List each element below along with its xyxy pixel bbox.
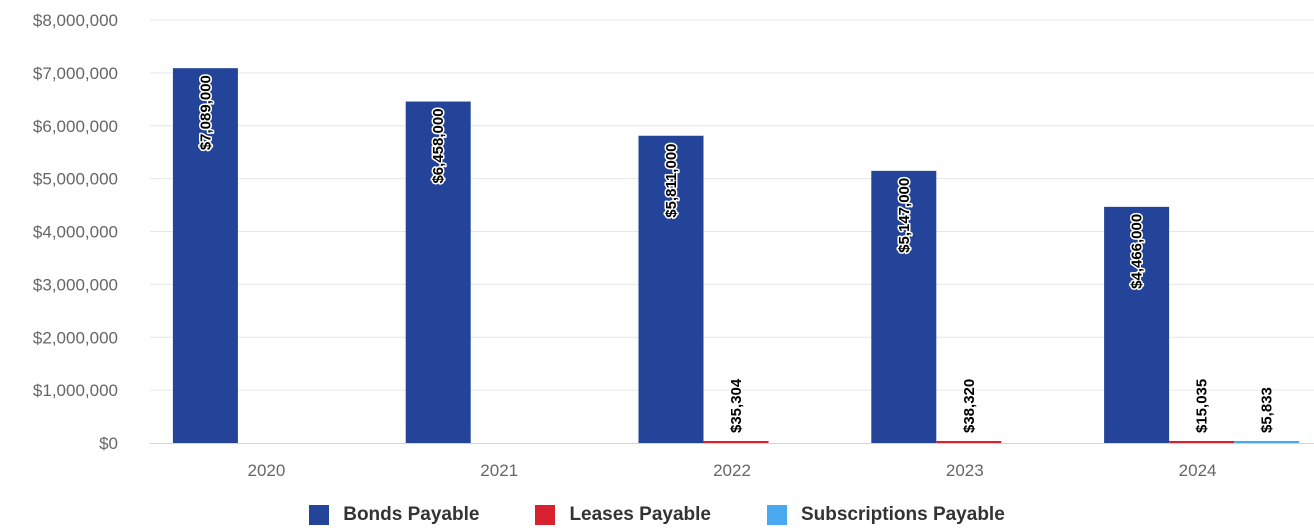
data-label: $35,304$35,304 [727,377,747,435]
x-tick-label: 2022 [713,461,751,480]
data-label-halo: $38,320 [961,379,978,433]
x-tick-label: 2020 [247,461,285,480]
data-label-text: $7,089,000 [197,75,214,150]
legend: Bonds Payable Leases Payable Subscriptio… [0,504,1314,526]
y-tick-label: $7,000,000 [33,64,118,83]
bar-bonds-payable[interactable] [871,170,937,444]
y-tick-label: $8,000,000 [33,11,118,30]
data-label-halo: $4,466,000 [1129,214,1146,289]
data-label-halo: $6,458,000 [430,108,447,183]
legend-item-bonds-payable[interactable]: Bonds Payable [309,504,479,526]
data-labels: $7,089,000$7,089,000 $6,458,000$6,458,000… [196,74,1277,435]
data-label-halo: $15,035 [1194,379,1211,433]
data-label-text: $4,466,000 [1129,214,1146,289]
data-label: $38,320$38,320 [959,377,979,434]
bar-leases-payable[interactable] [1169,441,1235,443]
y-tick-label: $0 [99,434,118,453]
data-label: $6,458,000$6,458,000 [429,107,449,185]
y-tick-label: $3,000,000 [33,275,118,294]
data-label: $5,833$5,833 [1257,386,1277,435]
y-tick-label: $4,000,000 [33,223,118,242]
bar-leases-payable[interactable] [703,441,769,443]
y-tick-label: $5,000,000 [33,170,118,189]
data-label-text: $5,833 [1259,387,1276,433]
legend-item-leases-payable[interactable]: Leases Payable [535,504,711,526]
bar-bonds-payable[interactable] [172,68,238,443]
x-tick-label: 2023 [946,461,984,480]
data-label-text: $5,811,000 [663,143,680,217]
data-label-halo: $5,833 [1259,387,1276,433]
y-tick-label: $1,000,000 [33,381,118,400]
legend-swatch-subscriptions-payable [766,505,787,525]
data-label-text: $15,035 [1194,379,1211,433]
legend-label: Subscriptions Payable [800,504,1005,525]
data-label-text: $5,147,000 [896,178,913,253]
y-tick-label: $2,000,000 [33,328,118,347]
data-label-halo: $5,147,000 [896,178,913,253]
legend-swatch-bonds-payable [309,505,330,525]
gridlines [150,19,1314,391]
bar-chart: $0 $1,000,000 $2,000,000 $3,000,000 $4,000,0… [33,11,1314,480]
x-tick-label: 2021 [480,461,518,480]
data-label: $15,035$15,035 [1192,377,1212,434]
bar-leases-payable[interactable] [936,440,1002,443]
legend-swatch-leases-payable [535,505,556,525]
bar-bonds-payable[interactable] [405,101,471,443]
y-axis-tick-labels: $0 $1,000,000 $2,000,000 $3,000,000 $4,000,0… [33,11,118,453]
bar-bonds-payable[interactable] [1104,206,1170,443]
data-label-halo: $7,089,000 [197,75,214,150]
data-label: $5,811,000$5,811,000 [662,142,682,219]
bar-bonds-payable[interactable] [638,135,704,443]
data-label-text: $38,320 [961,379,978,433]
data-label-text: $6,458,000 [430,108,447,183]
legend-label: Bonds Payable [343,504,480,525]
legend-item-subscriptions-payable[interactable]: Subscriptions Payable [766,504,1005,526]
data-label: $5,147,000$5,147,000 [894,176,914,254]
data-label-halo: $5,811,000 [663,143,680,217]
x-tick-label: 2024 [1179,461,1217,480]
x-axis-tick-labels: 2020 2021 2022 2023 2024 [247,461,1216,480]
data-label-halo: $35,304 [728,378,745,433]
bar-marks [172,68,1300,444]
bar-subscriptions-payable[interactable] [1234,441,1300,443]
y-tick-label: $6,000,000 [33,117,118,136]
legend-label: Leases Payable [569,504,711,525]
data-label: $4,466,000$4,466,000 [1127,212,1147,290]
data-label: $7,089,000$7,089,000 [196,74,216,152]
data-label-text: $35,304 [728,378,745,433]
